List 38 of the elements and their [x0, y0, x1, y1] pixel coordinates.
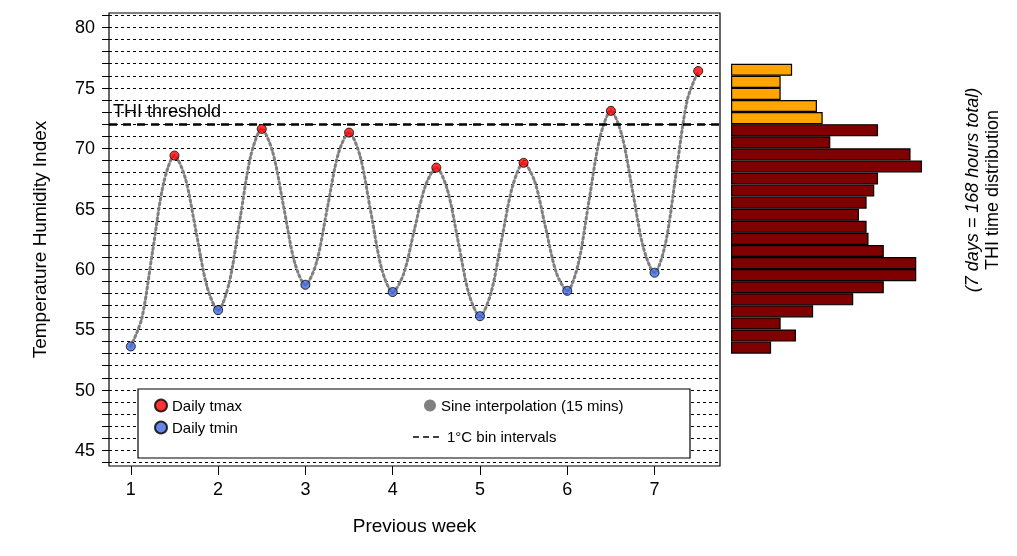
- x-tick-label: 2: [213, 479, 224, 499]
- y-tick-label: 70: [74, 138, 95, 159]
- point: [344, 127, 355, 138]
- point: [431, 162, 442, 173]
- annotation: 1°C bin intervals: [447, 428, 557, 445]
- point: [213, 305, 224, 316]
- legend-label: Daily tmin: [172, 419, 238, 436]
- y-tick-label: 60: [74, 259, 95, 280]
- point: [474, 311, 485, 322]
- y-tick-label: 50: [74, 379, 95, 400]
- point: [300, 279, 311, 290]
- y-axis-title: Temperature Humidity Index: [29, 120, 50, 359]
- y-tick-label: 65: [74, 198, 95, 219]
- x-tick-label: 6: [562, 479, 573, 499]
- x-tick-label: 3: [300, 479, 311, 499]
- y-tick-label: 55: [74, 319, 95, 340]
- point: [518, 157, 529, 168]
- ref-line-label: THI threshold: [113, 101, 222, 122]
- y-axis-title: THI time distribution: [982, 109, 1002, 271]
- point: [693, 65, 704, 76]
- point: [562, 285, 573, 296]
- x-tick-label: 1: [125, 479, 136, 499]
- point: [256, 123, 267, 134]
- point: [125, 341, 136, 352]
- x-tick-label: 4: [387, 479, 398, 499]
- legend-label: Sine interpolation (15 mins): [441, 397, 624, 414]
- point: [605, 105, 616, 116]
- point: [169, 150, 180, 161]
- y-tick-label: 75: [74, 77, 95, 98]
- legend-label: Daily tmax: [172, 397, 243, 414]
- point: [649, 267, 660, 278]
- x-tick-label: 5: [474, 479, 485, 499]
- x-tick-label: 7: [649, 479, 660, 499]
- y-tick-label: 80: [74, 17, 95, 38]
- y-tick-label: 45: [74, 440, 95, 461]
- text: (7 days = 168 hours total): [962, 87, 982, 293]
- x-axis-title: Previous week: [352, 515, 477, 536]
- point: [387, 287, 398, 298]
